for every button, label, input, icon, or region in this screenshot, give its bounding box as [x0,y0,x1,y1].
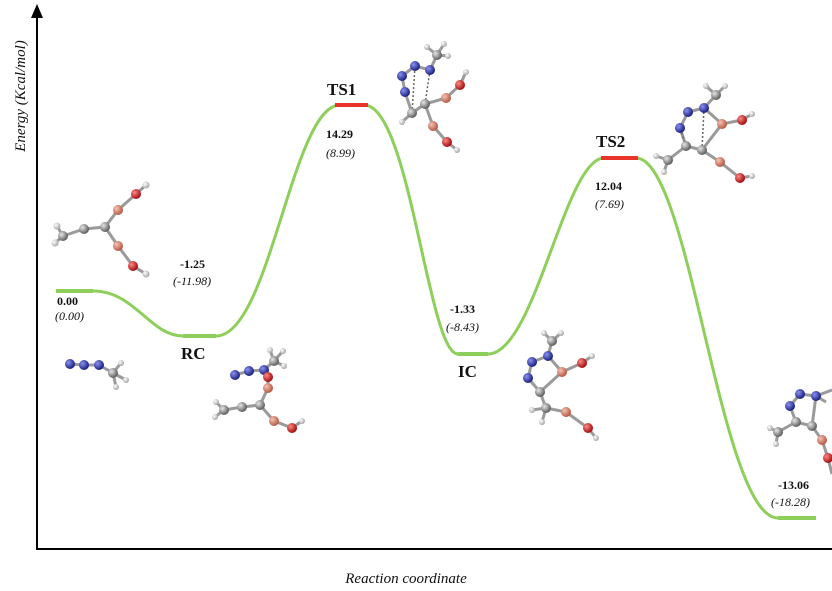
state-label-rc: RC [181,344,206,363]
molecule-rc-complex-icon [212,347,305,433]
molecule-product-structure-icon [767,388,832,475]
y-axis-arrow-icon [31,4,43,18]
molecule-ic-structure-icon [523,330,599,441]
energy-value-rc: -1.25 [180,257,205,271]
energy-value-reactants: 0.00 [57,294,78,308]
axes [31,4,832,550]
molecule-ts1-structure-icon [397,41,469,153]
molecule-diboron-alkyne-icon [51,181,150,278]
energy-sub-ts1: (8.99) [326,146,355,160]
state-label-ic: IC [458,362,477,381]
y-axis-label: Energy (Kcal/mol) [13,40,29,153]
energy-sub-rc: (-11.98) [173,274,211,288]
energy-value-product: -13.06 [778,478,809,492]
state-label-ts2: TS2 [596,132,625,151]
molecule-ts2-structure-icon [653,83,755,183]
molecule-methyl-azide-icon [65,359,129,390]
energy-sub-ts2: (7.69) [595,197,624,211]
x-axis-label: Reaction coordinate [344,571,467,587]
energy-sub-reactants: (0.00) [55,309,84,323]
state-label-ts1: TS1 [327,80,356,99]
energy-value-ts2: 12.04 [595,179,622,193]
energy-sub-product: (-18.28) [771,495,810,509]
energy-value-ts1: 14.29 [326,127,353,141]
energy-sub-ic: (-8.43) [446,320,479,334]
energy-value-ic: -1.33 [450,302,475,316]
energy-curve [56,103,816,520]
